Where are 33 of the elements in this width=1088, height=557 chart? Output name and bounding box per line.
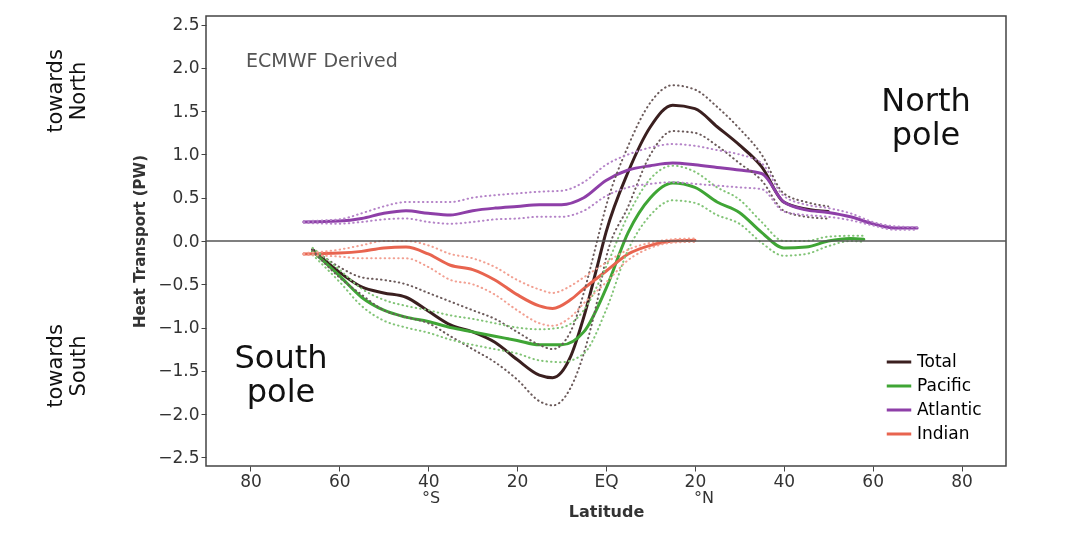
y-tick-label: 2.0 — [172, 57, 200, 78]
legend-label: Pacific — [917, 375, 972, 395]
y-tick-label: −2.5 — [158, 446, 200, 467]
x-tick-label: 80 — [240, 470, 262, 491]
x-tick-label: 40 — [417, 470, 440, 491]
x-tick-label: 20 — [506, 470, 529, 491]
y-tick-label: 0.5 — [172, 187, 200, 208]
annotation: North pole — [881, 81, 971, 153]
annotation: South pole — [234, 338, 328, 410]
text: °S — [421, 488, 441, 507]
legend-label: Total — [916, 351, 957, 371]
y-tick-label: −1.0 — [158, 317, 200, 338]
y-tick-label: −2.0 — [158, 403, 200, 424]
text: towards South — [43, 324, 90, 408]
x-tick-label: 60 — [862, 470, 884, 491]
x-tick-label: 40 — [773, 470, 796, 491]
y-tick-label: −0.5 — [158, 273, 200, 294]
text: towards North — [43, 49, 90, 133]
y-tick-label: 2.5 — [172, 14, 200, 35]
annotation: ECMWF Derived — [246, 49, 398, 71]
x-tick-label: 80 — [951, 470, 973, 491]
y-tick-label: 0.0 — [172, 230, 200, 251]
legend-label: Indian — [917, 423, 970, 443]
y-tick-label: 1.5 — [172, 100, 200, 121]
x-tick-label: 20 — [684, 470, 707, 491]
legend-label: Atlantic — [917, 399, 982, 419]
x-axis-title: Latitude — [568, 501, 645, 521]
y-axis-title: Heat Transport (PW) — [131, 154, 150, 329]
y-tick-label: 1.0 — [172, 143, 200, 164]
x-tick-label: 60 — [329, 470, 351, 491]
x-tick-label: EQ — [594, 470, 619, 491]
text: °N — [694, 488, 714, 507]
y-tick-label: −1.5 — [158, 360, 200, 381]
